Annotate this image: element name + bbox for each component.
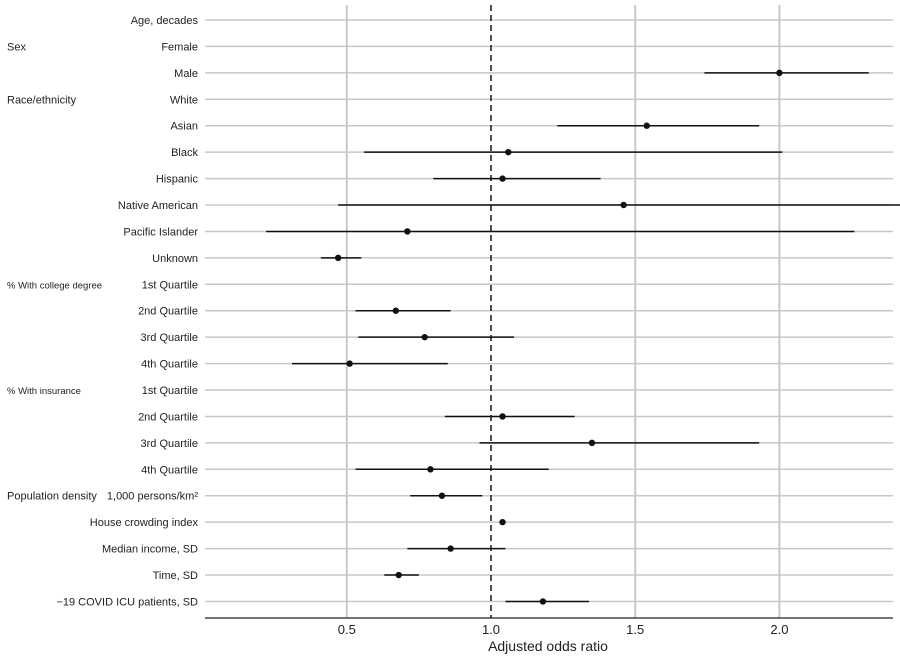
odds-ratio-point: [643, 122, 650, 129]
row-label: Native American: [118, 200, 198, 212]
row-label: Hispanic: [156, 174, 199, 186]
row-label: Female: [161, 41, 198, 53]
odds-ratio-point: [620, 201, 627, 209]
odds-ratio-point: [499, 175, 506, 182]
row-label: Age, decades: [131, 15, 199, 27]
odds-ratio-point: [334, 254, 342, 262]
group-label: Sex: [7, 41, 26, 53]
row-label: 1st Quartile: [142, 279, 198, 291]
odds-ratio-point: [499, 518, 506, 526]
odds-ratio-point: [539, 598, 547, 605]
odds-ratio-point: [588, 439, 596, 447]
row-label: 2nd Quartile: [138, 411, 198, 423]
row-label: Unknown: [152, 253, 198, 265]
row-label: 3rd Quartile: [141, 332, 198, 344]
odds-ratio-point: [392, 307, 400, 314]
grid-lines: [205, 5, 893, 618]
row-label: 3rd Quartile: [141, 438, 198, 450]
x-tick-label: 0.5: [338, 622, 356, 637]
row-labels: Age, decades Female Male White Asian Black His…: [56, 15, 198, 608]
odds-ratio-point: [395, 571, 402, 579]
odds-ratio-point: [421, 333, 428, 341]
group-label: Race/ethnicity: [7, 94, 77, 106]
row-label: White: [170, 94, 198, 106]
row-label: Median income, SD: [102, 544, 198, 556]
row-label: Black: [171, 147, 198, 159]
row-label: House crowding index: [90, 517, 199, 529]
odds-ratio-point: [776, 69, 783, 77]
row-label: 4th Quartile: [141, 464, 198, 476]
odds-ratio-point: [505, 148, 512, 156]
group-label: % With college degree: [7, 280, 102, 291]
row-label: Time, SD: [153, 570, 198, 582]
row-label: 1,000 persons/km²: [107, 491, 198, 503]
row-label: 2nd Quartile: [138, 306, 198, 318]
group-label: Population density: [7, 491, 97, 503]
odds-ratio-point: [447, 545, 454, 552]
odds-ratio-point: [404, 228, 411, 235]
x-tick-label: 1.0: [482, 622, 500, 637]
odds-ratio-point: [438, 492, 446, 499]
x-axis-title: Adjusted odds ratio: [488, 638, 608, 654]
row-label: 4th Quartile: [141, 359, 198, 371]
row-label: Male: [174, 68, 198, 80]
row-label: Asian: [170, 121, 198, 133]
x-tick-label: 1.5: [626, 622, 644, 637]
row-label: Pacific Islander: [123, 226, 198, 238]
x-tick-labels: 0.51.01.52.02.5: [338, 622, 789, 637]
odds-ratio-point: [427, 466, 434, 473]
odds-ratio-point: [499, 413, 506, 420]
group-label: % With insurance: [7, 386, 81, 397]
point-estimates: [334, 69, 783, 605]
group-labels: Sex Race/ethnicity % With college degree % …: [7, 41, 102, 502]
row-label: 1st Quartile: [142, 385, 198, 397]
confidence-intervals: [266, 72, 900, 603]
x-tick-label: 2.0: [770, 622, 788, 637]
row-label: −19 COVID ICU patients, SD: [56, 596, 198, 608]
odds-ratio-point: [346, 360, 353, 367]
